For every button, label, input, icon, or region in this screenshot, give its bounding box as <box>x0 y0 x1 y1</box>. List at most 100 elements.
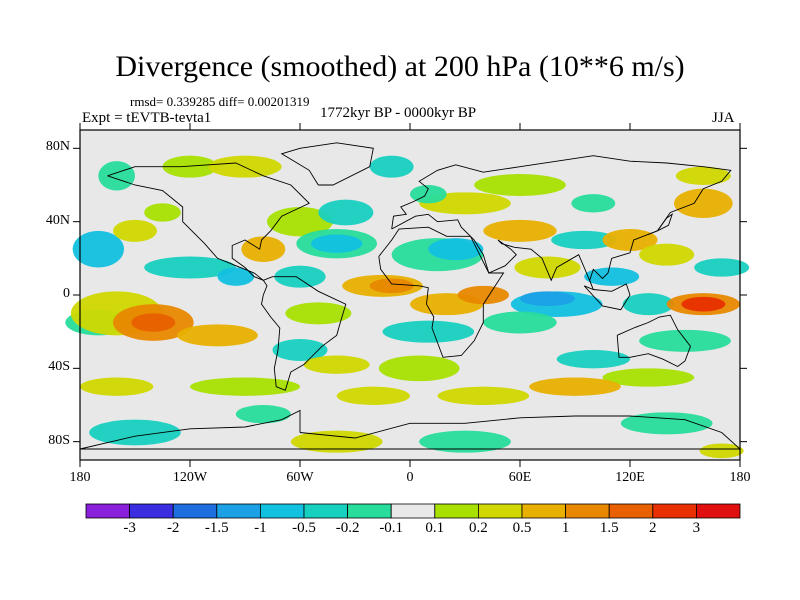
field-contour-49 <box>529 377 621 396</box>
colorbar-label-8: 0.2 <box>469 520 488 536</box>
colorbar-swatch-9 <box>477 503 523 519</box>
colorbar-label-5: -0.2 <box>335 520 360 536</box>
colorbar-swatch-0 <box>85 503 130 519</box>
field-contour-14 <box>267 207 333 237</box>
chart-title: Divergence (smoothed) at 200 hPa (10**6 … <box>115 50 685 83</box>
field-contour-12 <box>144 203 181 222</box>
y-tick-label-1: 40N <box>45 212 70 228</box>
colorbar-label-11: 1.5 <box>599 520 619 536</box>
field-contour-2 <box>144 256 236 279</box>
field-contour-45 <box>681 296 726 312</box>
coastline-8 <box>648 213 674 235</box>
field-contour-3 <box>217 267 255 286</box>
stats-text: rmsd= 0.339285 diff= 0.00201319 <box>130 94 310 109</box>
field-contour-13 <box>241 236 286 262</box>
colorbar-label-4: -0.5 <box>292 520 316 536</box>
field-contour-58 <box>699 443 744 459</box>
field-contour-23 <box>369 278 414 294</box>
colorbar-swatch-6 <box>347 503 392 519</box>
field-contour-56 <box>419 430 511 453</box>
x-tick-label-6: 180 <box>729 470 751 485</box>
y-tick-label-2: 0 <box>63 286 70 301</box>
x-tick-label-1: 120W <box>172 470 208 485</box>
field-contour-40 <box>602 229 658 251</box>
field-contour-60 <box>556 350 630 369</box>
field-contour-25 <box>428 238 484 261</box>
field-contour-62 <box>369 155 414 178</box>
colorbar-swatch-10 <box>521 503 566 519</box>
y-tick-label-4: 80S <box>48 432 70 448</box>
field-contour-39 <box>622 293 674 316</box>
field-contour-10 <box>162 155 218 178</box>
coastline-3 <box>391 155 732 290</box>
season-label: JJA <box>712 110 735 126</box>
x-tick-label-0: 180 <box>69 470 91 485</box>
field-contour-15 <box>318 199 374 226</box>
period-label: 1772kyr BP - 0000kyr BP <box>320 105 477 121</box>
field-contour-29 <box>378 355 460 382</box>
field-contour-31 <box>474 174 566 196</box>
colorbar-swatch-11 <box>565 503 610 519</box>
colorbar-label-1: -2 <box>166 520 180 536</box>
colorbar-label-0: -3 <box>123 520 136 536</box>
colorbar-swatch-2 <box>172 503 218 519</box>
colorbar-swatch-12 <box>608 503 654 519</box>
field-contour-57 <box>620 412 713 435</box>
field-contour-37 <box>551 230 618 250</box>
coastline-0 <box>107 162 310 281</box>
x-tick-label-5: 120E <box>615 470 645 485</box>
colorbar-label-10: 1 <box>561 520 570 536</box>
field-contour-38 <box>584 267 640 286</box>
field-contour-8 <box>177 324 258 347</box>
colorbar-label-13: 3 <box>692 520 701 536</box>
y-tick-label-3: 40S <box>48 359 70 375</box>
field-contour-50 <box>437 386 530 406</box>
field-contour-55 <box>290 430 383 453</box>
colorbar-label-12: 2 <box>649 520 657 536</box>
field-contour-28 <box>382 320 475 343</box>
colorbar-label-7: 0.1 <box>425 520 445 536</box>
field-contour-21 <box>303 355 370 374</box>
field-contour-43 <box>675 166 731 185</box>
field-contour-19 <box>285 302 352 325</box>
coastline-6 <box>280 142 374 186</box>
colorbar-label-6: -0.1 <box>379 520 404 536</box>
field-contour-42 <box>674 188 733 218</box>
colorbar-label-3: -1 <box>254 520 267 536</box>
colorbar-label-9: 0.5 <box>512 520 532 536</box>
field-contour-54 <box>89 419 181 446</box>
experiment-label: Expt = tEVTB-tevta1 <box>82 110 212 126</box>
field-contour-11 <box>208 155 282 178</box>
field-contour-52 <box>190 377 300 396</box>
colorbar-swatch-1 <box>129 503 174 519</box>
field-contour-47 <box>639 329 731 352</box>
field-contour-63 <box>571 194 616 213</box>
field-contour-35 <box>520 291 575 306</box>
x-tick-label-2: 60W <box>286 470 314 485</box>
colorbar-swatch-7 <box>390 503 436 519</box>
field-contour-36 <box>483 311 557 334</box>
field-contour-59 <box>235 405 291 424</box>
colorbar-swatch-5 <box>303 503 348 519</box>
coastline-2 <box>378 226 505 358</box>
field-contour-27 <box>457 285 510 305</box>
field-contour-53 <box>80 377 154 396</box>
colorbar-swatch-14 <box>696 503 741 519</box>
field-contour-48 <box>602 368 695 387</box>
field-contour-9 <box>98 161 135 191</box>
field-contour-7 <box>131 313 176 332</box>
colorbar-swatch-4 <box>259 503 305 519</box>
field-contour-18 <box>274 265 326 288</box>
coastline-7 <box>583 283 631 311</box>
field-contour-51 <box>336 386 411 406</box>
field-contour-17 <box>311 234 363 253</box>
field-contour-32 <box>483 219 557 242</box>
coastline-4 <box>616 314 692 368</box>
field-contour-46 <box>694 258 750 277</box>
field-contour-33 <box>514 256 581 279</box>
field-contour-20 <box>272 339 328 361</box>
coastline-5 <box>79 409 742 450</box>
coastline-1 <box>261 276 347 391</box>
x-tick-label-3: 0 <box>406 470 414 485</box>
